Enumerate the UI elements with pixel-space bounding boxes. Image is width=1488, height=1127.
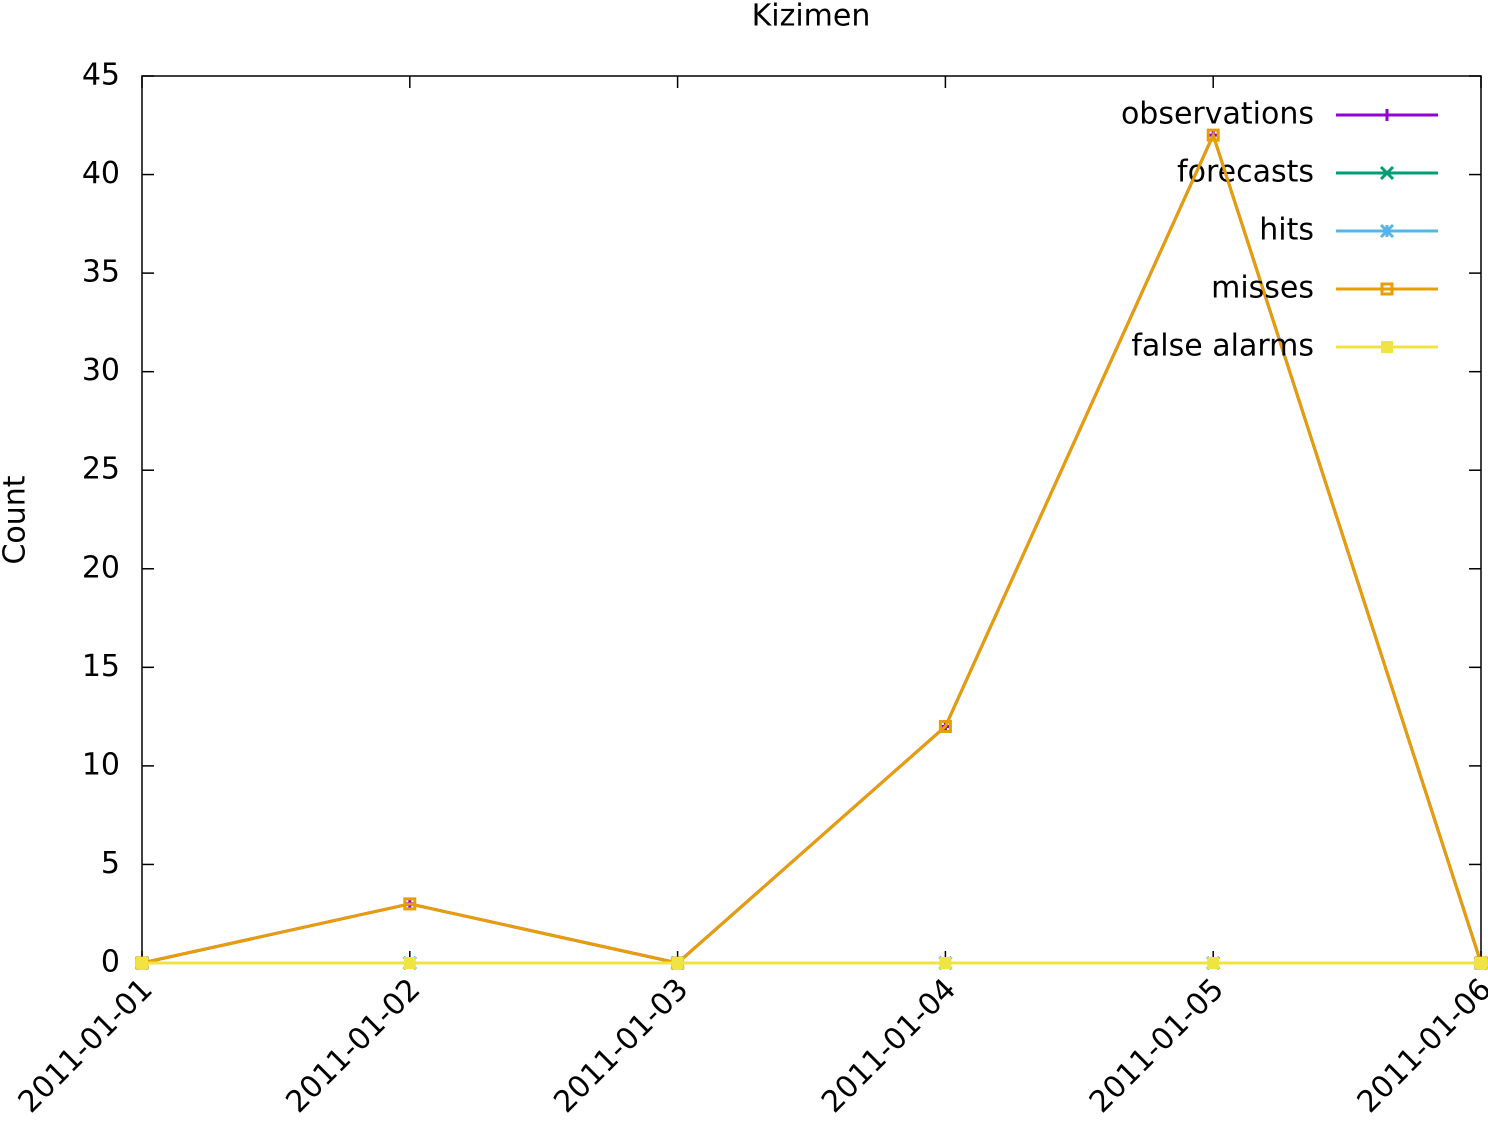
marker [671, 957, 684, 969]
marker [939, 957, 952, 969]
legend-marker [1381, 341, 1393, 353]
series [136, 957, 1487, 969]
marker [938, 719, 952, 733]
chart-title: Kizimen [752, 0, 871, 34]
legend-label: forecasts [1177, 155, 1314, 190]
y-tick-label: 10 [82, 747, 120, 782]
marker [1475, 957, 1487, 969]
marker [136, 957, 148, 969]
legend-label: misses [1211, 271, 1314, 306]
y-tick-label: 45 [82, 58, 120, 93]
y-tick-label: 15 [82, 649, 120, 684]
series-line [141, 130, 1483, 965]
marker [403, 897, 417, 911]
marker [403, 957, 416, 969]
y-tick-label: 20 [82, 550, 120, 585]
legend-marker [1380, 282, 1394, 296]
y-tick-label: 40 [82, 156, 120, 191]
legend-marker [1379, 223, 1395, 239]
y-tick-label: 30 [82, 353, 120, 388]
legend-marker [1381, 109, 1393, 121]
y-tick-label: 5 [101, 846, 120, 881]
y-axis-label: Count [0, 475, 33, 564]
legend-label: hits [1259, 213, 1314, 248]
y-tick-label: 25 [82, 452, 120, 487]
y-tick-label: 35 [82, 255, 120, 290]
legend-label: observations [1121, 97, 1314, 132]
marker [1207, 957, 1220, 969]
y-tick-label: 0 [101, 945, 120, 980]
marker [1206, 128, 1220, 142]
legend-label: false alarms [1131, 329, 1314, 364]
legend-marker [1379, 165, 1395, 181]
